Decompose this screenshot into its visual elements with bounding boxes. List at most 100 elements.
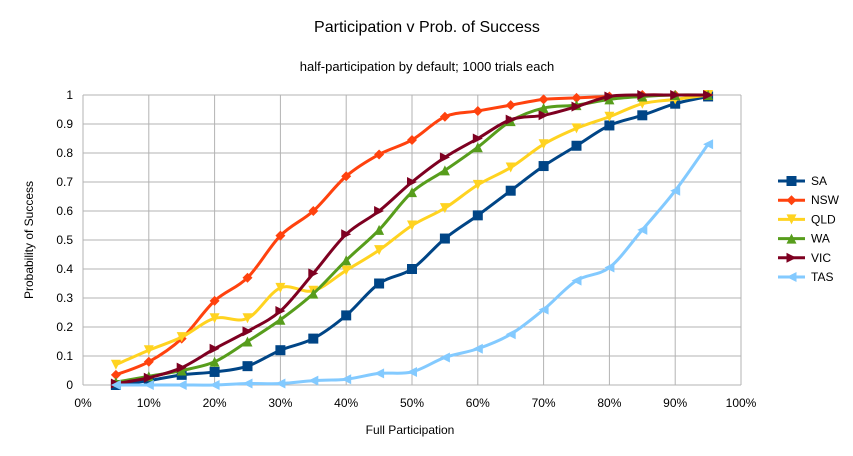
chart-subtitle: half-participation by default; 1000 tria… [300,59,554,74]
x-tick-label: 20% [203,396,227,410]
series-layer [110,90,714,390]
data-point-wa [176,365,187,376]
legend-swatch-marker [786,176,797,186]
data-point-sa [242,361,253,372]
data-point-tas [407,366,417,377]
data-point-qld [374,245,385,256]
data-point-sa [374,278,385,289]
data-point-tas [275,378,286,389]
data-point-tas [472,343,483,354]
legend-label: VIC [811,251,831,265]
data-point-wa [242,336,253,347]
y-tick-label: 0.6 [56,204,73,218]
data-point-wa [341,255,352,266]
x-tick-label: 50% [400,396,424,410]
data-point-sa [275,345,286,356]
data-point-qld [143,345,154,356]
data-point-vic [308,268,319,279]
data-point-tas [176,380,187,390]
data-point-nsw [242,272,253,283]
data-point-qld [242,313,253,324]
data-point-sa [209,366,220,377]
data-point-sa [472,210,483,221]
data-point-nsw [538,94,549,105]
data-point-vic [209,343,220,354]
data-point-vic [604,91,615,102]
y-tick-label: 0.7 [56,175,73,189]
x-tick-label: 10% [137,396,161,410]
data-point-wa [472,142,483,153]
data-point-nsw [110,369,121,380]
data-point-qld [472,179,483,190]
data-point-wa [209,356,220,367]
data-point-vic [505,114,516,125]
data-point-qld [505,162,516,173]
data-point-qld [341,265,352,276]
series-vic [110,90,714,389]
legend-label: TAS [811,270,833,284]
legend-item-wa: WA [778,232,830,246]
data-point-nsw [308,206,319,216]
x-tick-label: 60% [466,396,490,410]
data-point-tas [637,224,648,235]
data-point-nsw [571,92,582,103]
data-point-tas [439,352,450,363]
data-point-tas [308,375,319,386]
x-tick-label: 80% [597,396,621,410]
data-point-qld [176,332,187,343]
data-point-wa [308,288,319,299]
legend-item-vic: VIC [778,251,831,265]
data-point-wa [407,187,417,198]
legend-label: SA [811,174,827,188]
data-point-tas [670,185,681,196]
data-point-vic [275,306,286,317]
data-point-wa [275,314,286,325]
x-tick-label: 100% [726,396,757,410]
x-tick-label: 40% [334,396,358,410]
legend-swatch-marker [786,252,797,263]
data-point-vic [637,90,648,100]
data-point-sa [538,161,549,172]
data-point-vic [374,206,385,216]
y-tick-label: 1 [66,88,73,102]
data-point-qld [571,123,582,134]
data-point-qld [275,282,286,293]
y-tick-label: 0 [66,378,73,392]
x-tick-label: 70% [532,396,556,410]
data-point-nsw [374,149,385,160]
data-point-nsw [472,105,483,116]
x-tick-label: 90% [663,396,687,410]
data-point-nsw [439,111,450,122]
data-point-vic [341,229,352,240]
data-point-tas [571,275,582,286]
y-tick-label: 0.3 [56,291,73,305]
data-point-qld [439,203,450,214]
data-point-nsw [275,230,286,241]
data-point-vic [670,90,681,100]
y-tick-label: 0.1 [56,349,73,363]
data-point-qld [209,313,220,324]
series-tas [110,139,714,390]
data-point-nsw [341,171,352,182]
y-tick-label: 0.9 [56,117,73,131]
data-point-tas [703,139,714,150]
legend-swatch-marker [786,195,797,206]
data-point-sa [571,140,582,151]
data-point-tas [242,378,253,389]
data-point-sa [341,310,352,321]
data-point-tas [538,304,549,315]
data-point-nsw [209,295,220,306]
x-tick-label: 30% [268,396,292,410]
data-point-sa [407,264,417,274]
data-point-qld [110,359,121,370]
data-point-qld [538,139,549,150]
data-point-tas [374,368,385,379]
data-point-tas [110,380,121,390]
data-point-vic [242,326,253,337]
legend-item-sa: SA [778,174,827,188]
data-point-nsw [407,134,417,145]
legend-label: WA [811,232,830,246]
legend-item-nsw: NSW [778,193,840,207]
legend-label: NSW [811,193,840,207]
